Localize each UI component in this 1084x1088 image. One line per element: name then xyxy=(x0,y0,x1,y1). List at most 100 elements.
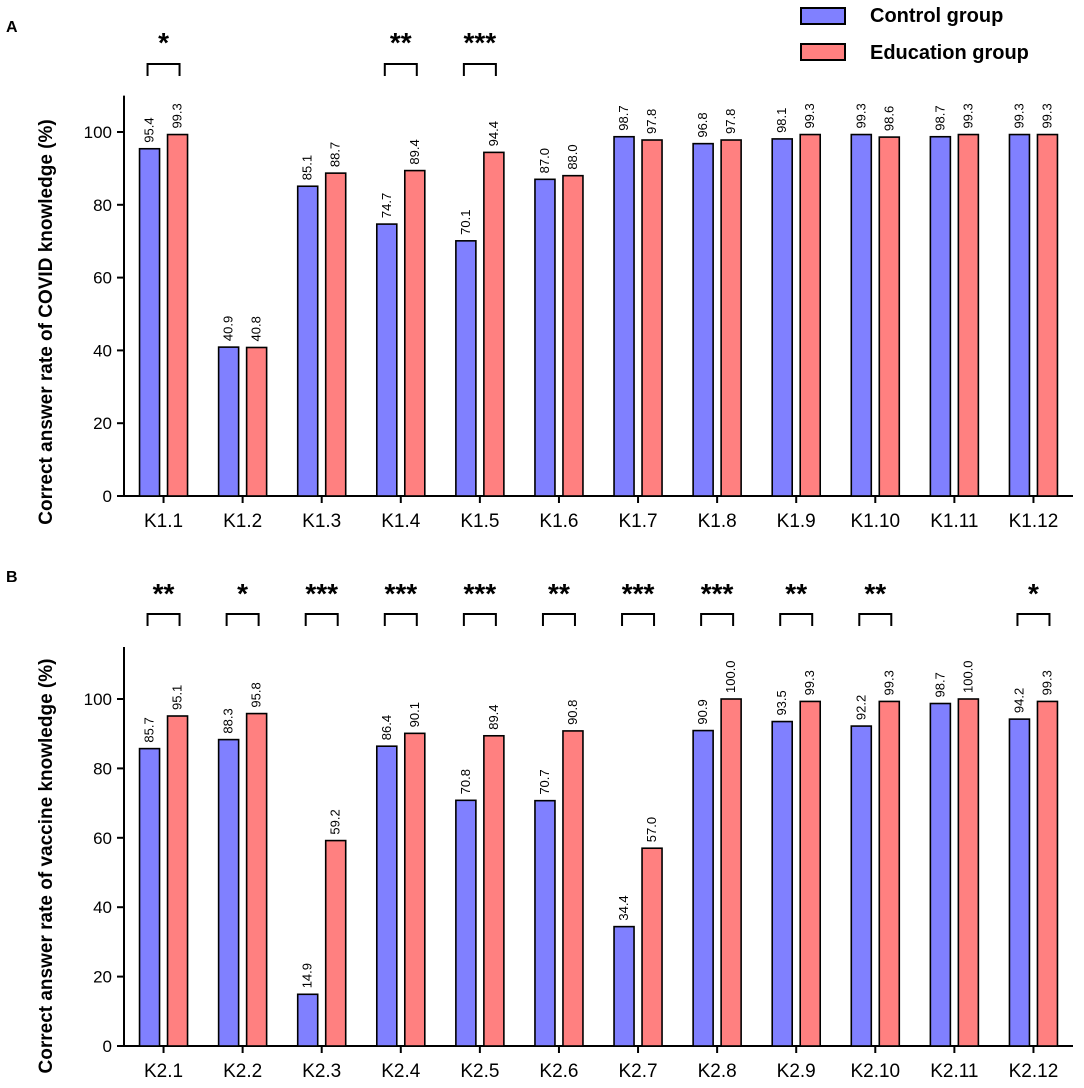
panel-b-significance-stars: * xyxy=(237,578,248,609)
panel-a-bar-control xyxy=(1008,133,1031,497)
panel-b-data-label-control: 94.2 xyxy=(1011,688,1026,713)
panel-a: A Correct answer rate of COVID knowledge… xyxy=(6,19,1073,532)
panel-b-data-label-education: 99.3 xyxy=(1039,670,1054,695)
panel-b-significance-stars: ** xyxy=(548,578,570,609)
panel-a-bar-education xyxy=(957,133,980,497)
panel-b-significance-bracket xyxy=(383,613,418,626)
panel-a-category-label: K1.9 xyxy=(777,511,816,532)
panel-b-category-label: K2.4 xyxy=(381,1061,421,1082)
panel-b-category-label: K2.2 xyxy=(223,1061,262,1082)
panel-b-data-label-control: 88.3 xyxy=(221,708,236,733)
panel-b-bar-control xyxy=(534,799,556,1047)
panel-b-bar-education xyxy=(878,700,901,1047)
panel-a-y-tick-label: 100 xyxy=(84,123,112,142)
panel-a-bar-education xyxy=(166,133,189,497)
panel-b-significance-bracket xyxy=(225,613,260,626)
panel-a-bar-control xyxy=(929,135,952,497)
panel-b-data-label-education: 57.0 xyxy=(644,817,659,842)
panel-a-bar-control xyxy=(692,142,714,497)
panel-a-data-label-control: 98.7 xyxy=(616,105,631,130)
panel-a-category-label: K1.12 xyxy=(1009,511,1059,532)
panel-b-significance-bracket xyxy=(858,613,893,626)
panel-b-letter: B xyxy=(6,569,18,586)
panel-b-significance-bracket xyxy=(304,613,339,626)
legend-swatch-education xyxy=(800,43,846,61)
panel-a-bar-control xyxy=(217,346,240,497)
panel-a-category-label: K1.10 xyxy=(850,511,900,532)
panel-b-data-label-control: 70.7 xyxy=(537,769,552,794)
panel-a-bar-control xyxy=(534,178,556,497)
panel-a-data-label-education: 40.8 xyxy=(249,316,264,341)
panel-b-significance-stars: ** xyxy=(785,578,807,609)
panel-b-axes: 0 20 40 60 80 100 K2.1 K2.2 K2.3 K2.4 K2.5 K2.6 K2.7… xyxy=(84,646,1073,1082)
panel-b-category-label: K2.5 xyxy=(460,1061,499,1082)
panel-b-data-label-control: 90.9 xyxy=(695,699,710,724)
panel-b-bar-education xyxy=(245,712,268,1047)
panel-a-data-label-control: 99.3 xyxy=(1011,103,1026,128)
panel-b-bar-control xyxy=(455,799,477,1047)
panel-b-bar-control xyxy=(138,747,161,1047)
panel-b-data-label-education: 95.1 xyxy=(170,685,185,710)
panel-b-y-tick-label: 100 xyxy=(84,690,112,709)
panel-b-bars xyxy=(138,698,1059,1047)
panel-a-y-tick-label: 80 xyxy=(93,196,112,215)
panel-a-data-label-education: 88.7 xyxy=(328,142,343,167)
panel-a-category-label: K1.11 xyxy=(930,511,978,532)
panel-b-significance-stars: ** xyxy=(864,578,886,609)
panel-b-significance-stars: ** xyxy=(153,578,175,609)
legend-label-education: Education group xyxy=(870,42,1029,64)
panel-b-data-label-education: 99.3 xyxy=(802,670,817,695)
legend-swatch-control xyxy=(800,7,846,25)
panel-b-data-label-control: 92.2 xyxy=(853,695,868,720)
panel-b-category-label: K2.9 xyxy=(777,1061,816,1082)
panel-b-significance-stars: *** xyxy=(305,578,338,609)
panel-b-bar-education xyxy=(641,847,663,1047)
panel-a-data-label-control: 96.8 xyxy=(695,112,710,137)
panel-b-data-label-education: 95.8 xyxy=(249,682,264,707)
panel-a-data-label-control: 74.7 xyxy=(379,193,394,218)
panel-a-data-label-education: 98.6 xyxy=(881,106,896,131)
panel-a-data-label-education: 97.8 xyxy=(644,109,659,134)
panel-a-y-tick-label: 60 xyxy=(93,269,112,288)
panel-b-bar-control xyxy=(613,925,635,1047)
panel-b-y-tick-label: 60 xyxy=(93,829,112,848)
panel-a-data-label-control: 98.1 xyxy=(774,108,789,133)
panel-b-data-label-education: 100.0 xyxy=(960,660,975,693)
panel-a-bar-control xyxy=(138,147,161,497)
panel-a-data-label-education: 97.8 xyxy=(723,109,738,134)
panel-a-bar-education xyxy=(483,151,505,497)
panel-a-bar-education xyxy=(562,174,584,497)
panel-a-significance-bracket xyxy=(462,63,497,76)
panel-b-significance-bracket xyxy=(1016,613,1051,626)
panel-a-y-tick-label: 0 xyxy=(103,487,112,506)
panel-a-data-label-control: 87.0 xyxy=(537,148,552,173)
panel-b-category-label: K2.7 xyxy=(618,1061,657,1082)
panel-b-bar-education xyxy=(720,698,742,1047)
panel-b-bar-education xyxy=(403,732,426,1047)
panel-b-bar-control xyxy=(1008,718,1031,1047)
panel-b-bar-control xyxy=(850,725,873,1047)
panel-a-category-label: K1.5 xyxy=(460,511,499,532)
panel-a-bar-education xyxy=(403,169,426,497)
panel-b-y-tick-label: 40 xyxy=(93,898,112,917)
panel-b-bar-control xyxy=(296,993,319,1047)
panel-b-bar-education xyxy=(324,839,347,1047)
panel-b-data-label-control: 86.4 xyxy=(379,715,394,740)
panel-a-data-label-control: 40.9 xyxy=(221,316,236,341)
panel-a-data-label-control: 95.4 xyxy=(142,117,157,142)
panel-b-data-label-control: 34.4 xyxy=(616,895,631,920)
panel-a-bar-control xyxy=(771,138,794,497)
panel-a-category-label: K1.4 xyxy=(381,511,421,532)
panel-a-letter: A xyxy=(6,19,18,36)
legend-label-control: Control group xyxy=(870,5,1003,27)
panel-b-bar-education xyxy=(562,730,584,1047)
panel-b-category-label: K2.3 xyxy=(302,1061,341,1082)
panel-b-significance-bracket xyxy=(779,613,814,626)
panel-a-bar-education xyxy=(878,136,901,497)
panel-b-data-label-control: 14.9 xyxy=(300,963,315,988)
panel-b-data-label-education: 90.1 xyxy=(407,702,422,727)
panel-a-category-label: K1.1 xyxy=(144,511,183,532)
panel-b-data-label-control: 93.5 xyxy=(774,690,789,715)
panel-a-bar-education xyxy=(324,172,347,497)
